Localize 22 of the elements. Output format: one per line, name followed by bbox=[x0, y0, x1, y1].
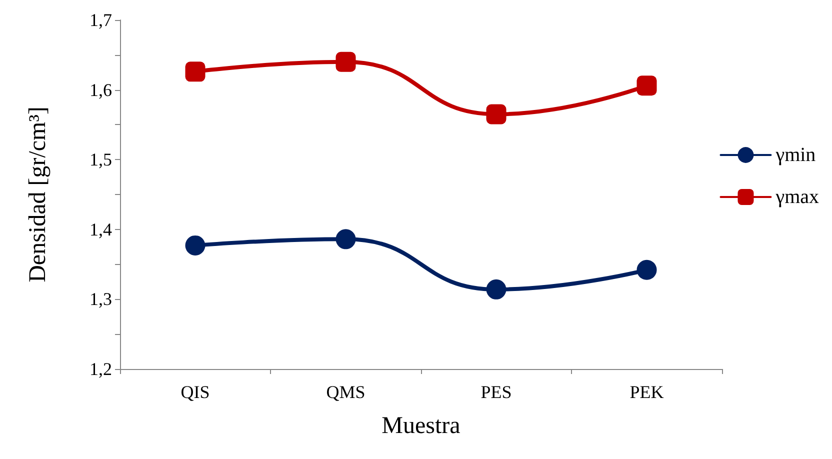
point bbox=[636, 76, 657, 96]
point bbox=[486, 104, 506, 124]
y-tick-label: 1,6 bbox=[90, 80, 112, 100]
point bbox=[185, 62, 206, 82]
point bbox=[486, 279, 506, 300]
point bbox=[185, 235, 206, 256]
x-tick-label: PES bbox=[480, 382, 512, 402]
y-tick-label: 1,5 bbox=[90, 150, 112, 170]
x-tick-label: PEK bbox=[630, 382, 664, 402]
point bbox=[336, 52, 356, 72]
y-tick-label: 1,7 bbox=[90, 10, 112, 30]
x-axis-title: Muestra bbox=[382, 413, 461, 439]
y-tick-label: 1,2 bbox=[90, 359, 112, 379]
y-tick-label: 1,4 bbox=[90, 219, 112, 240]
legend-label: γmax bbox=[774, 186, 820, 208]
y-tick-label: 1,3 bbox=[90, 289, 112, 310]
point bbox=[636, 260, 657, 280]
x-tick-label: QMS bbox=[326, 382, 366, 402]
x-tick-label: QIS bbox=[180, 382, 210, 402]
y-axis-title: Densidad [gr/cm³] bbox=[25, 106, 51, 282]
legend-label: γmin bbox=[774, 144, 816, 166]
point bbox=[336, 229, 356, 250]
